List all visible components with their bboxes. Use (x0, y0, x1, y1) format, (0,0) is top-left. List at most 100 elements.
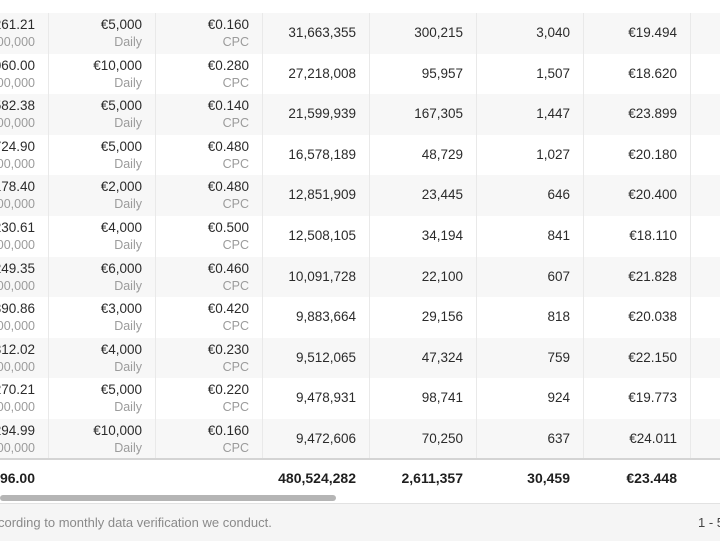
budget-value: €2,000 (100, 179, 142, 195)
cpa-cell: €20.038 (583, 297, 690, 338)
bid-type-label: CPC (222, 319, 249, 334)
impressions-cell: 27,218,008 (262, 54, 369, 95)
budget-type-label: Daily (114, 278, 142, 293)
spend-cell: 582.38 00,000 (0, 94, 48, 135)
impressions-value: 10,091,728 (288, 268, 356, 284)
spend-cell: 312.02 00,000 (0, 338, 48, 379)
clicks-value: 29,156 (421, 309, 463, 325)
impressions-cell: 31,663,355 (262, 13, 369, 54)
table-row[interactable]: 178.40 00,000 €2,000 Daily €0.480 CPC 12,851,9… (0, 175, 720, 216)
conversions-cell: 607 (476, 257, 583, 298)
table-row[interactable]: 270.21 00,000 €5,000 Daily €0.220 CPC 9,478,93… (0, 378, 720, 419)
conversions-value: 637 (547, 431, 570, 446)
budget-cell: €4,000 Daily (48, 216, 155, 257)
bid-value: €0.280 (207, 57, 249, 73)
bid-cell: €0.160 CPC (155, 13, 262, 54)
budget-cap-label: 00,000 (0, 238, 35, 252)
impressions-cell: 9,512,065 (262, 338, 369, 379)
budget-cap-label: 00,000 (0, 197, 35, 212)
cpa-value: €18.110 (629, 228, 677, 243)
table-row[interactable]: 312.02 00,000 €4,000 Daily €0.230 CPC 9,512,06… (0, 337, 720, 379)
budget-value: €3,000 (100, 301, 142, 317)
budget-cap-label: 00,000 (0, 116, 35, 131)
cpa-value: €19.494 (628, 25, 677, 40)
bid-cell: €0.230 CPC (155, 338, 262, 379)
conversions-cell: 1,507 (476, 54, 583, 95)
bid-value: €0.160 (207, 17, 249, 32)
clicks-cell: 48,729 (369, 135, 476, 176)
impressions-cell: 12,508,105 (262, 216, 369, 257)
impressions-value: 9,472,606 (295, 431, 356, 446)
clicks-cell: 47,324 (369, 338, 476, 379)
budget-value: €4,000 (100, 341, 142, 357)
conversions-value: 924 (547, 390, 570, 406)
cpa-value: €19.773 (628, 390, 677, 406)
bid-type-label: CPC (222, 359, 249, 374)
budget-type-label: Daily (114, 238, 142, 252)
table-row[interactable]: 724.90 00,000 €5,000 Daily €0.480 CPC 16,578,1… (0, 134, 720, 176)
conversions-cell: 1,447 (476, 94, 583, 135)
totals-row: 96.00 480,524,282 2,611,357 30,459 €23.4… (0, 458, 720, 497)
horizontal-scrollbar-thumb[interactable] (0, 495, 336, 501)
budget-cap-label: 00,000 (0, 75, 35, 90)
conversions-cell: 646 (476, 175, 583, 216)
bid-type-label: CPC (222, 197, 249, 212)
budget-type-label: Daily (114, 197, 142, 212)
budget-type-label: Daily (114, 359, 142, 374)
cpa-value: €18.620 (628, 65, 677, 81)
budget-cell: €5,000 Daily (48, 135, 155, 176)
bid-cell: €0.480 CPC (155, 135, 262, 176)
table-row[interactable]: 261.21 00,000 €5,000 Daily €0.160 CPC 31,663,3… (0, 13, 720, 54)
bid-type-label: CPC (222, 75, 249, 90)
bid-type-label: CPC (222, 156, 249, 171)
spend-value: 294.99 (0, 423, 35, 438)
budget-cap-label: 00,000 (0, 278, 35, 293)
conversions-value: 1,447 (536, 106, 570, 122)
conversions-cell: 637 (476, 419, 583, 460)
data-verification-note: cording to monthly data verification we … (0, 515, 272, 530)
impressions-cell: 9,883,664 (262, 297, 369, 338)
impressions-cell: 9,478,931 (262, 378, 369, 419)
impressions-cell: 10,091,728 (262, 257, 369, 298)
conversions-cell: 759 (476, 338, 583, 379)
table-row[interactable]: 390.86 00,000 €3,000 Daily €0.420 CPC 9,883,66… (0, 297, 720, 338)
column-divider (48, 13, 49, 458)
spend-value: 270.21 (0, 382, 35, 398)
cpa-value: €24.011 (629, 431, 677, 446)
column-divider (690, 13, 691, 458)
spend-cell: 724.90 00,000 (0, 135, 48, 176)
spend-cell: 178.40 00,000 (0, 175, 48, 216)
conversions-value: 3,040 (536, 25, 570, 40)
table-row[interactable]: 294.99 00,000 €10,000 Daily €0.160 CPC 9,472,6… (0, 419, 720, 460)
horizontal-scrollbar-track[interactable] (0, 495, 720, 503)
cpa-cell: €22.150 (583, 338, 690, 379)
total-cpa: €23.448 (626, 470, 677, 486)
impressions-value: 12,851,909 (288, 187, 356, 203)
conversions-value: 841 (547, 228, 570, 243)
table-row[interactable]: 060.00 00,000 €10,000 Daily €0.280 CPC 27,218,… (0, 53, 720, 95)
table-footer: cording to monthly data verification we … (0, 503, 720, 541)
bid-cell: €0.220 CPC (155, 378, 262, 419)
table-row[interactable]: 582.38 00,000 €5,000 Daily €0.140 CPC 21,599,9… (0, 94, 720, 135)
budget-cell: €10,000 Daily (48, 419, 155, 460)
clicks-value: 23,445 (421, 187, 463, 203)
cpa-cell: €19.773 (583, 378, 690, 419)
table-row[interactable]: 230.61 00,000 €4,000 Daily €0.500 CPC 12,508,1… (0, 216, 720, 257)
budget-value: €6,000 (100, 260, 142, 276)
table-row[interactable]: 249.35 00,000 €6,000 Daily €0.460 CPC 10,091,7… (0, 256, 720, 298)
spend-value: 178.40 (0, 179, 35, 195)
bid-cell: €0.460 CPC (155, 257, 262, 298)
clicks-value: 34,194 (421, 228, 463, 243)
impressions-value: 9,883,664 (295, 309, 356, 325)
clicks-cell: 70,250 (369, 419, 476, 460)
clicks-cell: 22,100 (369, 257, 476, 298)
conversions-cell: 3,040 (476, 13, 583, 54)
bid-cell: €0.160 CPC (155, 419, 262, 460)
column-divider (583, 13, 584, 458)
clicks-cell: 167,305 (369, 94, 476, 135)
budget-value: €10,000 (93, 423, 142, 438)
total-spend: 96.00 (0, 470, 35, 486)
impressions-value: 16,578,189 (288, 146, 356, 162)
conversions-value: 607 (547, 268, 570, 284)
spend-value: 230.61 (0, 220, 35, 235)
